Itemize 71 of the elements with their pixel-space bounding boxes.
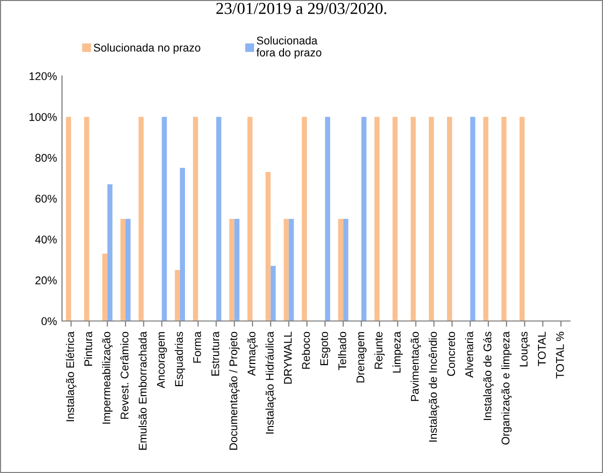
bar [392, 116, 398, 321]
legend-label: Solucionada fora do prazo [256, 36, 322, 59]
x-tick-label: TOTAL [538, 332, 546, 366]
x-tick-label: Revest. Cerâmico [120, 332, 128, 419]
x-tick-label: Estrutura [211, 331, 220, 376]
y-tick-label: 20% [35, 276, 57, 284]
y-tick-label: 40% [35, 236, 57, 244]
bar [162, 116, 167, 321]
y-tick-label: 80% [35, 154, 57, 162]
bar [120, 218, 126, 321]
x-tick-label: Limpeza [392, 331, 403, 372]
bar [180, 168, 186, 321]
chart-title: 23/01/2019 a 29/03/2020. [216, 2, 386, 14]
bar [288, 218, 294, 321]
legend-label: Solucionada no prazo [94, 43, 200, 54]
x-tick-label: Emulsão Emborrachada [138, 331, 147, 450]
x-tick-label: Pintura [84, 331, 92, 366]
bar [174, 270, 180, 321]
bar [102, 254, 108, 321]
bar [234, 218, 240, 321]
y-tick-label: 100% [30, 113, 57, 121]
bar [428, 116, 434, 321]
x-tick-label: Esgoto [320, 332, 330, 366]
bar [247, 116, 252, 321]
x-tick-label: Pavimentação [410, 332, 421, 401]
bar [302, 116, 307, 321]
x-tick-label: Esquadrias [174, 332, 186, 386]
bar [374, 116, 380, 321]
x-tick-label: Concreto [447, 332, 456, 376]
x-tick-label: Rejunte [374, 332, 385, 369]
x-tick-label: Forma [193, 331, 202, 363]
y-tick-label: 60% [35, 194, 57, 203]
bar [338, 218, 344, 321]
x-tick-label: Documentação / Projeto [229, 332, 240, 450]
bar [343, 218, 348, 321]
bar [501, 116, 506, 321]
bar [229, 218, 234, 321]
bar [520, 116, 525, 321]
x-tick-label: Instalação de Gás [483, 332, 494, 420]
bar [126, 218, 131, 321]
x-tick-label: Alvenaria [465, 331, 474, 378]
bar [325, 116, 330, 321]
bar [84, 116, 90, 321]
x-tick-label: DRYWALL [284, 332, 292, 384]
x-tick-label: Armação [247, 332, 258, 376]
y-tick-label: 0% [42, 317, 57, 326]
bar [284, 218, 289, 321]
x-tick-label: Instalação Elétrica [66, 331, 76, 422]
x-tick-label: Reboco [302, 332, 310, 369]
x-tick-label: Instalação Hidráulica [265, 331, 276, 434]
bar [361, 116, 366, 321]
bar [216, 116, 222, 321]
x-tick-label: Instalação de Incêndio [428, 332, 440, 442]
bar [483, 116, 488, 321]
bar [192, 116, 198, 321]
bar [66, 116, 72, 321]
x-tick-label: Organização e limpeza [501, 331, 512, 445]
bar [266, 172, 271, 321]
y-tick-label: 120% [30, 72, 57, 80]
bar [270, 266, 276, 321]
x-tick-label: Louças [520, 332, 530, 366]
x-tick-label: Drenagem [356, 332, 367, 382]
bar [138, 116, 144, 321]
x-tick-label: TOTAL % [556, 332, 564, 379]
bar [470, 116, 476, 321]
bar [107, 184, 112, 321]
bar [446, 116, 452, 321]
x-tick-label: Ancoragem [157, 332, 167, 388]
bar [410, 116, 416, 321]
x-tick-label: Telhado [338, 332, 346, 370]
x-tick-label: Impermeabilização [102, 332, 113, 424]
